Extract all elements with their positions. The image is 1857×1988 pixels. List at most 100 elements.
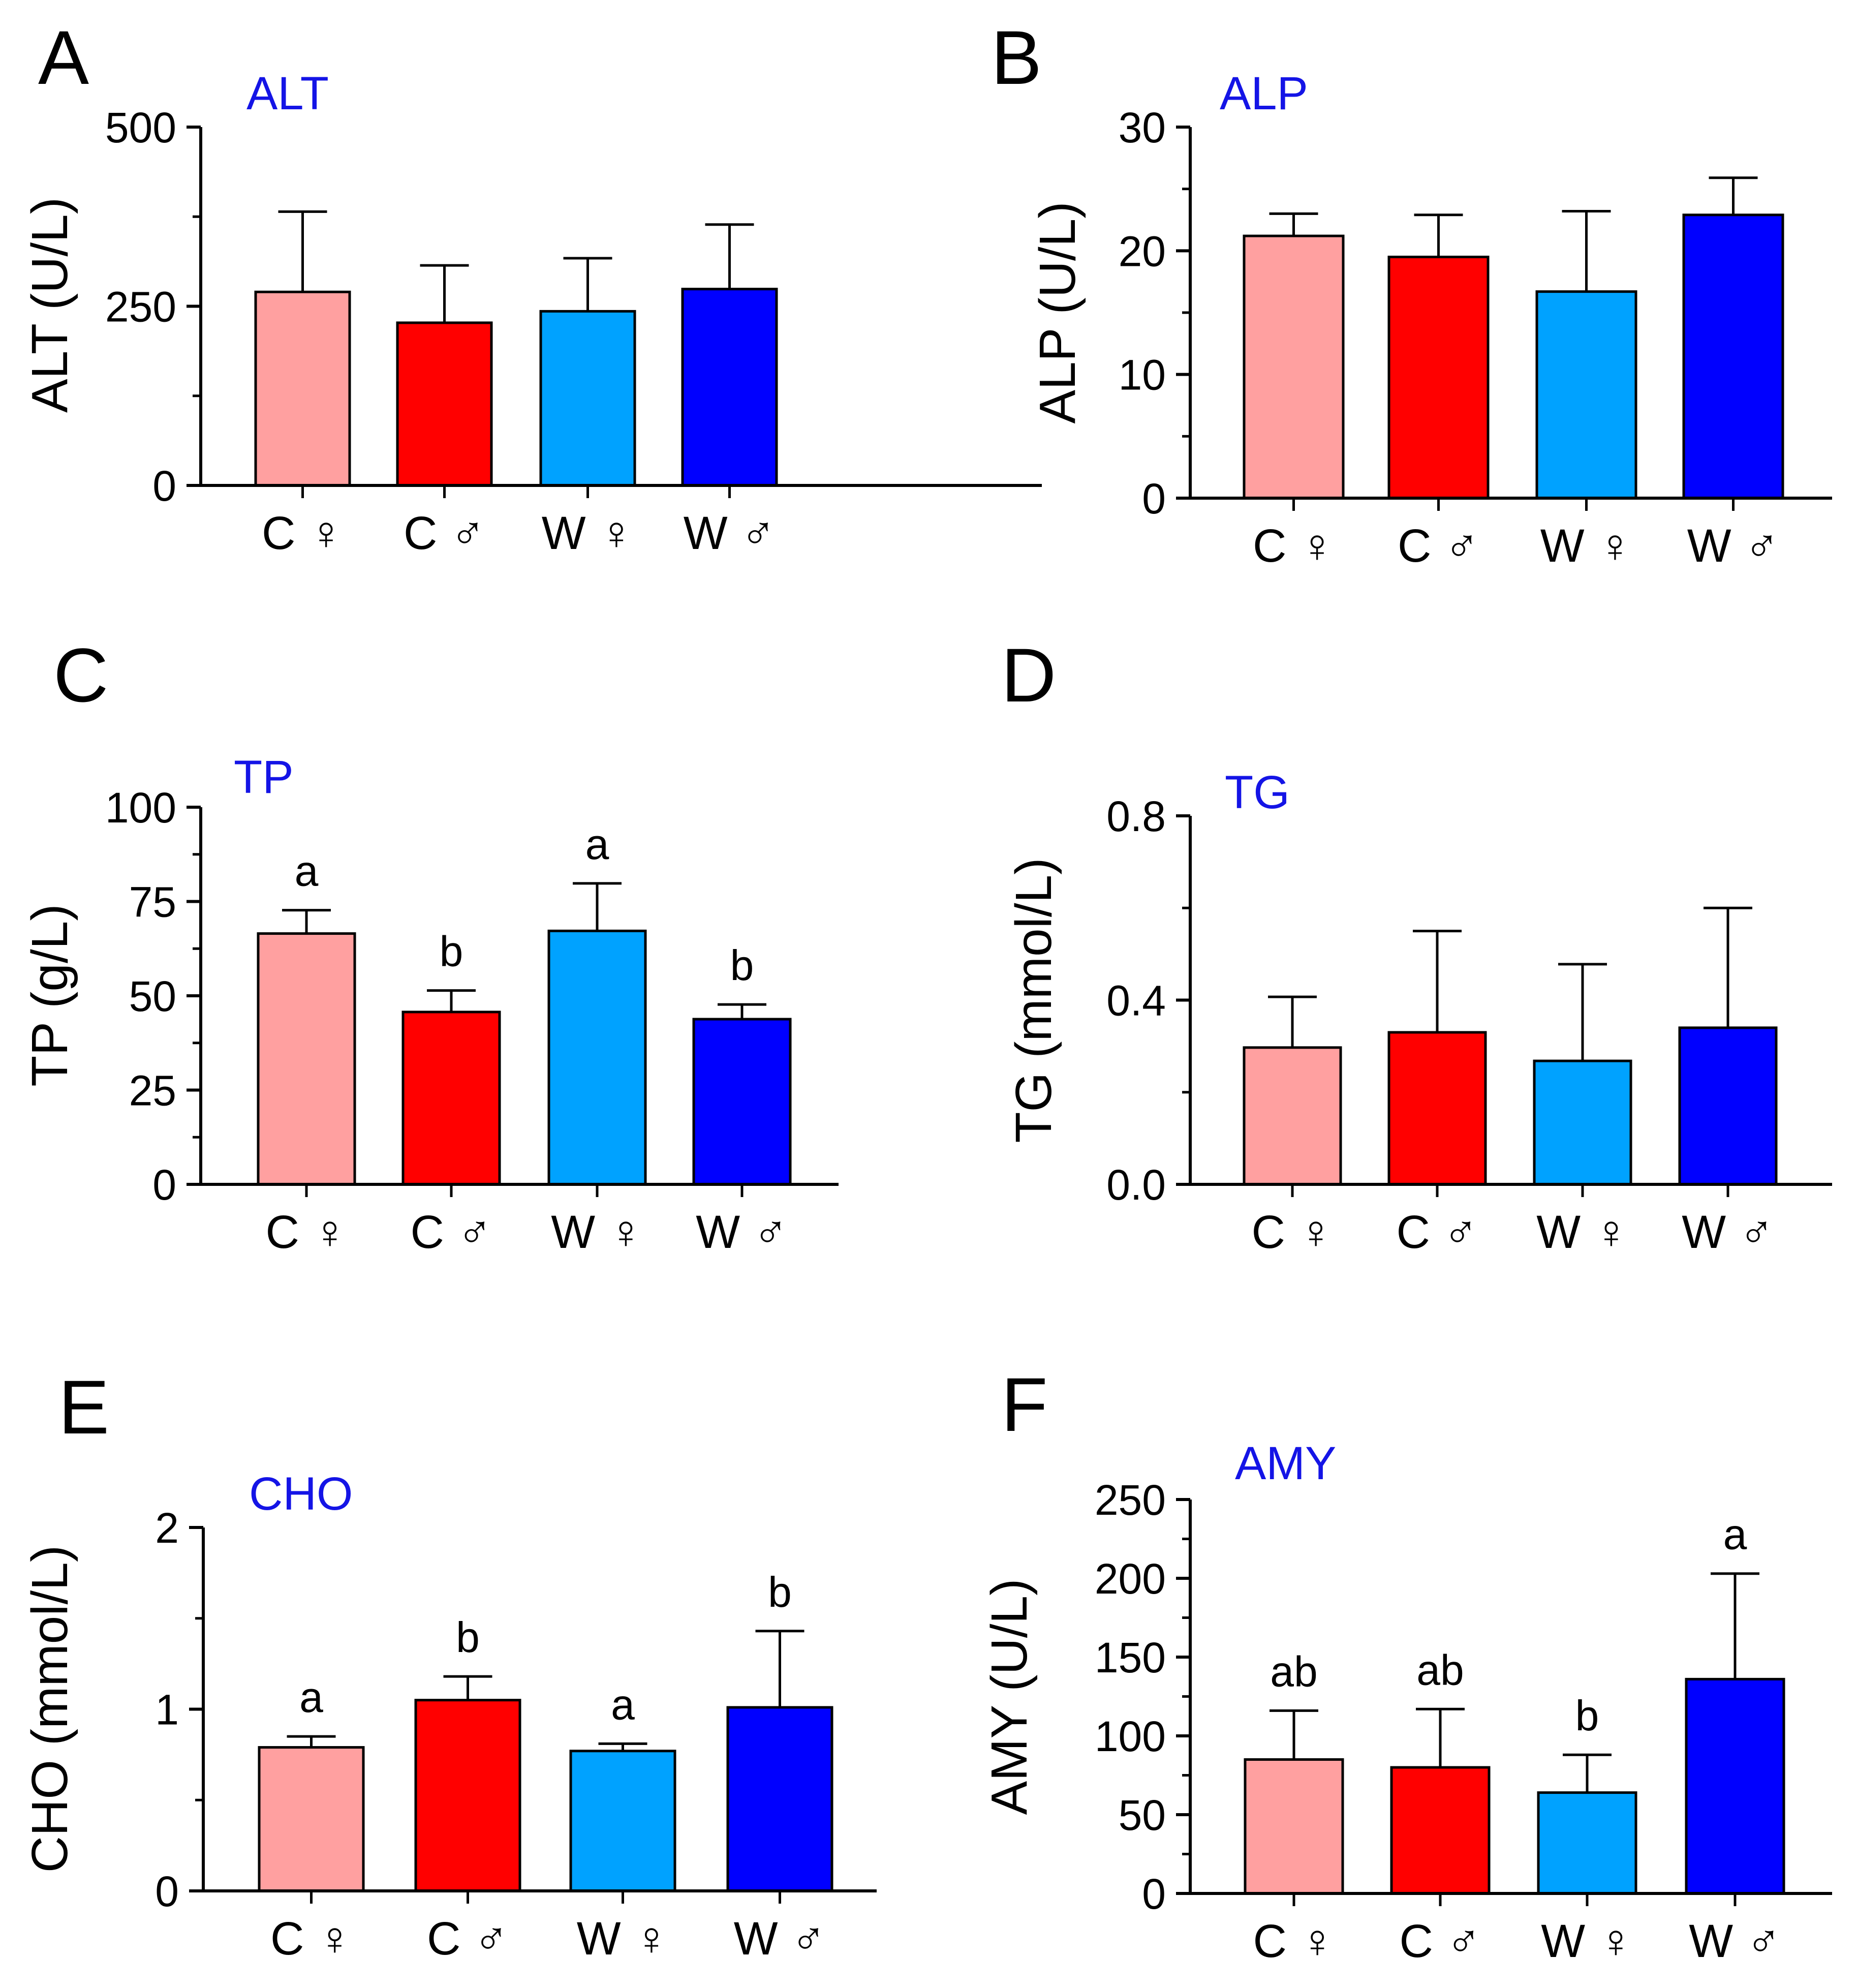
y-tick-label: 10 — [1119, 351, 1166, 399]
bar — [1387, 256, 1490, 500]
significance-label: ab — [1416, 1646, 1464, 1694]
y-tick-label: 50 — [1119, 1791, 1166, 1839]
bar — [539, 310, 636, 487]
x-tick-label: C ♂ — [1400, 1915, 1481, 1967]
panel-letter: F — [1001, 1362, 1048, 1447]
significance-label: a — [585, 820, 609, 868]
x-tick-label: W ♀ — [551, 1206, 643, 1258]
x-tick-label: W ♂ — [696, 1206, 788, 1258]
bar — [396, 321, 493, 487]
y-tick-label: 250 — [1095, 1476, 1166, 1524]
y-tick-label: 30 — [1119, 104, 1166, 151]
y-tick-label: 0.0 — [1106, 1161, 1166, 1209]
x-tick-label: C ♀ — [270, 1913, 352, 1965]
y-axis-title: AMY (U/L) — [981, 1579, 1038, 1815]
significance-label: b — [768, 1568, 792, 1616]
chart-panel-f: F AMY AMY (U/L) ab C ♀ ab C ♂ b W ♀ a W ♂ 0 50 100 150… — [981, 1362, 1832, 1967]
y-axis-title: TP (g/L) — [21, 904, 78, 1086]
y-tick-label: 200 — [1095, 1555, 1166, 1603]
significance-label: a — [295, 847, 319, 895]
chart-title: TG — [1225, 767, 1290, 818]
x-tick-label: C ♂ — [1398, 520, 1479, 572]
y-tick-label: 250 — [105, 283, 176, 331]
x-tick-label: C ♂ — [411, 1206, 492, 1258]
x-tick-label: W ♀ — [577, 1913, 669, 1965]
chart-panel-c: C TP TP (g/L) a C ♀ b C ♂ a W ♀ b W ♂ 0 25 50 75 100 — [21, 632, 839, 1258]
panel-letter: B — [991, 15, 1042, 100]
y-tick-label: 75 — [129, 878, 176, 926]
bar — [726, 1706, 833, 1892]
y-tick-label: 150 — [1095, 1634, 1166, 1681]
x-tick-label: C ♀ — [1253, 520, 1335, 572]
bar — [1535, 290, 1637, 500]
bar — [1682, 213, 1784, 500]
y-tick-label: 500 — [105, 104, 176, 151]
significance-label: b — [440, 928, 463, 975]
y-tick-label: 25 — [129, 1067, 176, 1115]
chart-panel-a: A ALT ALT (U/L) C ♀ C ♂ W ♀ W ♂ 0 250 500 — [21, 15, 1042, 559]
x-tick-label: W ♂ — [734, 1913, 826, 1965]
y-tick-label: 1 — [155, 1686, 179, 1734]
x-tick-label: C ♀ — [1252, 1206, 1334, 1258]
significance-label: b — [456, 1613, 480, 1661]
y-tick-label: 0 — [152, 462, 176, 510]
significance-label: a — [611, 1680, 635, 1728]
bar — [547, 929, 647, 1186]
bar — [692, 1018, 792, 1186]
y-tick-label: 0 — [1142, 1870, 1166, 1918]
bar — [1387, 1031, 1487, 1186]
y-axis-title: CHO (mmol/L) — [21, 1545, 78, 1873]
y-tick-label: 0 — [1142, 475, 1166, 523]
chart-title: AMY — [1235, 1438, 1336, 1489]
x-tick-label: W ♀ — [542, 507, 634, 559]
chart-panel-e: E CHO CHO (mmol/L) a C ♀ b C ♂ a W ♀ b W ♂ 0 1 2 — [21, 1364, 877, 1965]
significance-label: ab — [1270, 1647, 1317, 1695]
bar — [681, 288, 778, 487]
y-tick-label: 100 — [1095, 1712, 1166, 1760]
x-tick-label: C ♀ — [262, 507, 344, 559]
x-tick-label: W ♂ — [684, 507, 776, 559]
y-axis-title: ALT (U/L) — [21, 197, 78, 413]
significance-label: b — [1575, 1692, 1599, 1739]
panel-letter: C — [53, 632, 108, 718]
x-tick-label: C ♂ — [404, 507, 485, 559]
bar — [414, 1699, 521, 1892]
chart-title: ALP — [1220, 68, 1308, 119]
y-tick-label: 50 — [129, 972, 176, 1020]
bar — [1243, 234, 1345, 500]
significance-label: a — [299, 1673, 323, 1721]
chart-panel-d: D TG TG (mmol/L) C ♀ C ♂ W ♀ W ♂ 0.0 0.4 0.8 — [1001, 632, 1832, 1258]
x-tick-label: C ♂ — [1397, 1206, 1478, 1258]
x-tick-label: W ♂ — [1682, 1206, 1774, 1258]
y-tick-label: 0 — [155, 1868, 179, 1915]
y-axis-title: TG (mmol/L) — [1005, 858, 1062, 1143]
bar — [569, 1750, 676, 1892]
y-axis-title: ALP (U/L) — [1029, 201, 1086, 423]
panel-letter: D — [1001, 632, 1056, 718]
x-tick-label: W ♀ — [1540, 520, 1632, 572]
x-tick-label: C ♂ — [427, 1913, 509, 1965]
bar — [254, 290, 351, 487]
significance-label: b — [730, 941, 754, 989]
y-tick-label: 0.4 — [1106, 977, 1166, 1025]
x-tick-label: W ♂ — [1687, 520, 1779, 572]
chart-title: ALT — [246, 68, 329, 119]
bar — [401, 1011, 501, 1186]
x-tick-label: W ♂ — [1689, 1915, 1781, 1967]
bar — [1537, 1791, 1637, 1895]
x-tick-label: W ♀ — [1536, 1206, 1628, 1258]
bar — [1390, 1766, 1491, 1895]
y-tick-label: 2 — [155, 1504, 179, 1552]
bar — [1244, 1758, 1344, 1895]
bar — [1685, 1677, 1785, 1895]
chart-panel-b: B ALP ALP (U/L) C ♀ C ♂ W ♀ W ♂ 0 10 20 30 — [991, 15, 1832, 572]
x-tick-label: C ♀ — [266, 1206, 348, 1258]
bar — [1243, 1046, 1342, 1186]
y-tick-label: 0 — [152, 1161, 176, 1209]
panel-letter: A — [38, 15, 89, 100]
panel-letter: E — [58, 1364, 109, 1450]
bar — [257, 932, 356, 1186]
x-tick-label: W ♀ — [1541, 1915, 1633, 1967]
y-tick-label: 20 — [1119, 227, 1166, 275]
